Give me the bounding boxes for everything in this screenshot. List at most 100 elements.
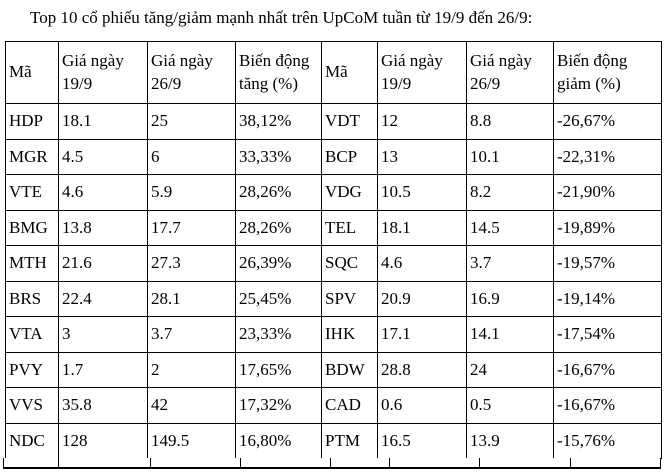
ticker-cell: BCP: [321, 138, 378, 175]
partial-table-border: [389, 458, 390, 467]
change-cell: -15,76%: [553, 422, 662, 459]
column-header-code-losers: Mã: [321, 41, 378, 104]
partial-table-border: [660, 458, 661, 467]
price-cell: 17.1: [377, 316, 467, 353]
ticker-cell: CAD: [321, 387, 378, 424]
table-row: BMG 13.8 17.7 28,26% TEL 18.1 14.5 -19,89%: [5, 209, 662, 246]
price-cell: 4.5: [58, 138, 148, 175]
change-cell: -17,54%: [553, 316, 662, 353]
table-row: VTE 4.6 5.9 28,26% VDG 10.5 8.2 -21,90%: [5, 174, 662, 211]
next-table-partial: [3, 458, 661, 469]
column-header-price-26-9b: Giá ngày 26/9: [466, 41, 554, 104]
table-row: PVY 1.7 2 17,65% BDW 28.8 24 -16,67%: [5, 351, 662, 388]
change-cell: -16,67%: [553, 387, 662, 424]
change-cell: 23,33%: [235, 316, 322, 353]
change-cell: 33,33%: [235, 138, 322, 175]
ticker-cell: MGR: [5, 138, 59, 175]
price-cell: 28.1: [147, 280, 236, 317]
change-cell: -19,14%: [553, 280, 662, 317]
ticker-cell: NDC: [5, 422, 59, 459]
upcom-top10-table: Mã Giá ngày 19/9 Giá ngày 26/9 Biến động…: [5, 41, 662, 459]
price-cell: 35.8: [58, 387, 148, 424]
partial-table-border: [58, 458, 59, 467]
ticker-cell: PVY: [5, 351, 59, 388]
table-header: Mã Giá ngày 19/9 Giá ngày 26/9 Biến động…: [5, 41, 662, 104]
price-cell: 8.2: [466, 174, 554, 211]
change-cell: 16,80%: [235, 422, 322, 459]
price-cell: 25: [147, 103, 236, 140]
ticker-cell: VTE: [5, 174, 59, 211]
change-cell: -22,31%: [553, 138, 662, 175]
change-cell: -19,89%: [553, 209, 662, 246]
ticker-cell: VTA: [5, 316, 59, 353]
change-cell: 25,45%: [235, 280, 322, 317]
price-cell: 13.8: [58, 209, 148, 246]
price-cell: 4.6: [58, 174, 148, 211]
change-cell: -16,67%: [553, 351, 662, 388]
partial-table-border: [479, 458, 480, 467]
price-cell: 42: [147, 387, 236, 424]
ticker-cell: BMG: [5, 209, 59, 246]
price-cell: 28.8: [377, 351, 467, 388]
ticker-cell: SPV: [321, 280, 378, 317]
ticker-cell: HDP: [5, 103, 59, 140]
price-cell: 5.9: [147, 174, 236, 211]
partial-table-border: [150, 458, 151, 467]
table-row: BRS 22.4 28.1 25,45% SPV 20.9 16.9 -19,14%: [5, 280, 662, 317]
price-cell: 27.3: [147, 245, 236, 282]
ticker-cell: VVS: [5, 387, 59, 424]
price-cell: 13.9: [466, 422, 554, 459]
price-cell: 18.1: [377, 209, 467, 246]
change-cell: 17,65%: [235, 351, 322, 388]
ticker-cell: VDT: [321, 103, 378, 140]
change-cell: 28,26%: [235, 174, 322, 211]
price-cell: 18.1: [58, 103, 148, 140]
price-cell: 13: [377, 138, 467, 175]
column-header-price-26-9: Giá ngày 26/9: [147, 41, 236, 104]
price-cell: 2: [147, 351, 236, 388]
ticker-cell: MTH: [5, 245, 59, 282]
change-cell: -26,67%: [553, 103, 662, 140]
table-row: VTA 3 3.7 23,33% IHK 17.1 14.1 -17,54%: [5, 316, 662, 353]
table-row: VVS 35.8 42 17,32% CAD 0.6 0.5 -16,67%: [5, 387, 662, 424]
partial-table-border: [3, 458, 4, 467]
ticker-cell: BDW: [321, 351, 378, 388]
ticker-cell: TEL: [321, 209, 378, 246]
price-cell: 10.5: [377, 174, 467, 211]
price-cell: 24: [466, 351, 554, 388]
price-cell: 0.5: [466, 387, 554, 424]
ticker-cell: BRS: [5, 280, 59, 317]
column-header-change-down: Biến động giảm (%): [553, 41, 662, 104]
price-cell: 14.1: [466, 316, 554, 353]
partial-table-border: [570, 458, 571, 467]
ticker-cell: VDG: [321, 174, 378, 211]
table-row: HDP 18.1 25 38,12% VDT 12 8.8 -26,67%: [5, 103, 662, 140]
price-cell: 14.5: [466, 209, 554, 246]
table-row: MGR 4.5 6 33,33% BCP 13 10.1 -22,31%: [5, 138, 662, 175]
price-cell: 3: [58, 316, 148, 353]
price-cell: 20.9: [377, 280, 467, 317]
price-cell: 16.9: [466, 280, 554, 317]
table-title: Top 10 cổ phiếu tăng/giảm mạnh nhất trên…: [30, 8, 533, 27]
table-body: HDP 18.1 25 38,12% VDT 12 8.8 -26,67% MGR 4.5 6 33,…: [5, 103, 662, 459]
partial-table-border: [330, 458, 331, 467]
column-header-price-19-9b: Giá ngày 19/9: [377, 41, 467, 104]
price-cell: 22.4: [58, 280, 148, 317]
change-cell: 38,12%: [235, 103, 322, 140]
price-cell: 21.6: [58, 245, 148, 282]
price-cell: 149.5: [147, 422, 236, 459]
table-row: MTH 21.6 27.3 26,39% SQC 4.6 3.7 -19,57%: [5, 245, 662, 282]
price-cell: 0.6: [377, 387, 467, 424]
table-row: NDC 128 149.5 16,80% PTM 16.5 13.9 -15,76%: [5, 422, 662, 459]
partial-table-border: [240, 458, 241, 467]
change-cell: 17,32%: [235, 387, 322, 424]
price-cell: 10.1: [466, 138, 554, 175]
price-cell: 4.6: [377, 245, 467, 282]
ticker-cell: IHK: [321, 316, 378, 353]
price-cell: 3.7: [466, 245, 554, 282]
change-cell: -21,90%: [553, 174, 662, 211]
change-cell: -19,57%: [553, 245, 662, 282]
header-row: Mã Giá ngày 19/9 Giá ngày 26/9 Biến động…: [5, 41, 662, 104]
price-cell: 128: [58, 422, 148, 459]
